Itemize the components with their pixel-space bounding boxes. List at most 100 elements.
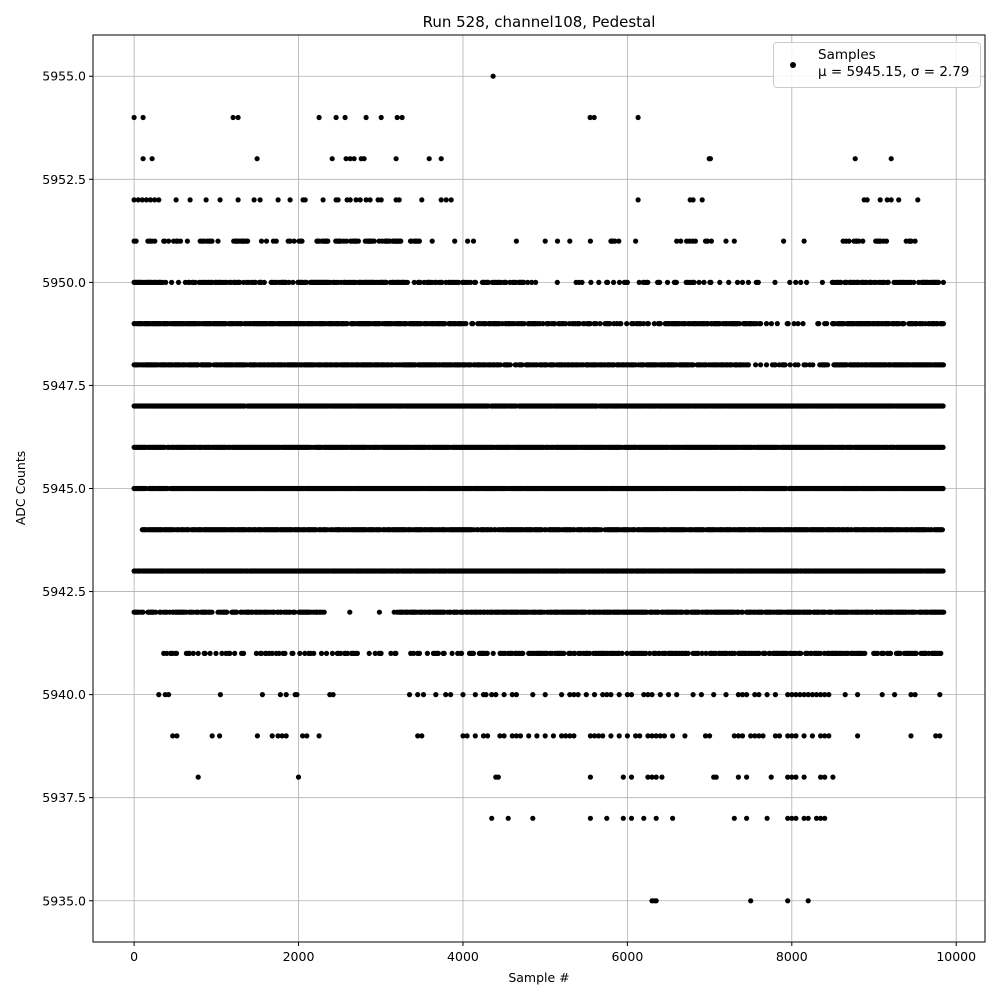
data-point bbox=[513, 238, 520, 244]
data-point bbox=[275, 197, 281, 203]
data-point bbox=[678, 238, 684, 244]
data-point bbox=[152, 197, 158, 203]
data-point bbox=[378, 197, 384, 203]
data-point bbox=[152, 238, 158, 244]
data-point bbox=[852, 156, 858, 162]
data-point bbox=[787, 362, 793, 368]
data-point bbox=[704, 238, 711, 244]
data-point bbox=[149, 156, 155, 162]
data-point bbox=[596, 279, 602, 285]
data-point bbox=[800, 321, 806, 327]
data-point bbox=[597, 321, 603, 327]
data-point bbox=[587, 321, 593, 327]
data-point bbox=[363, 114, 369, 121]
data-point bbox=[184, 238, 190, 244]
data-point bbox=[217, 197, 223, 203]
data-point bbox=[616, 279, 623, 285]
data-point bbox=[343, 156, 349, 162]
data-point bbox=[335, 197, 341, 203]
data-point bbox=[763, 321, 770, 327]
data-point bbox=[325, 238, 331, 244]
data-point bbox=[237, 279, 243, 285]
data-point bbox=[772, 362, 779, 368]
data-point bbox=[439, 279, 445, 285]
data-point bbox=[803, 362, 809, 368]
data-point bbox=[699, 197, 705, 203]
data-point bbox=[347, 197, 353, 203]
data-point bbox=[316, 114, 322, 121]
data-point bbox=[147, 197, 154, 203]
data-point bbox=[588, 279, 594, 285]
data-point bbox=[320, 197, 326, 203]
data-point bbox=[915, 197, 921, 203]
data-point bbox=[939, 527, 946, 533]
data-point bbox=[429, 238, 435, 244]
data-point bbox=[739, 279, 746, 285]
data-point bbox=[303, 279, 309, 285]
data-point bbox=[540, 321, 546, 327]
data-point bbox=[417, 279, 423, 285]
data-point bbox=[885, 279, 891, 285]
data-point bbox=[257, 197, 263, 203]
data-point bbox=[940, 279, 947, 285]
data-point bbox=[768, 321, 775, 327]
data-point bbox=[367, 197, 373, 203]
data-point bbox=[708, 238, 715, 244]
data-point bbox=[169, 279, 175, 285]
data-point bbox=[772, 279, 778, 285]
data-point bbox=[525, 279, 531, 285]
data-point bbox=[745, 362, 752, 368]
data-point bbox=[692, 238, 699, 244]
data-point bbox=[635, 197, 641, 203]
data-point bbox=[888, 156, 894, 162]
data-point bbox=[261, 279, 267, 285]
data-point bbox=[342, 114, 348, 121]
data-point bbox=[690, 362, 696, 368]
data-point bbox=[753, 362, 759, 368]
data-point bbox=[470, 238, 477, 244]
data-point bbox=[251, 197, 257, 203]
data-point bbox=[287, 238, 293, 244]
data-point bbox=[579, 279, 585, 285]
data-point bbox=[542, 238, 548, 244]
data-point bbox=[825, 362, 831, 368]
data-point bbox=[235, 197, 241, 203]
data-point bbox=[691, 279, 697, 285]
data-point bbox=[177, 238, 184, 244]
data-point bbox=[563, 321, 569, 327]
data-point bbox=[521, 321, 527, 327]
data-point bbox=[456, 279, 462, 285]
data-point bbox=[442, 321, 448, 327]
data-point bbox=[554, 279, 560, 285]
data-point bbox=[940, 321, 947, 327]
data-point bbox=[156, 197, 162, 203]
data-point bbox=[674, 238, 680, 244]
data-point bbox=[329, 156, 335, 162]
data-point bbox=[640, 321, 647, 327]
data-point bbox=[203, 197, 209, 203]
data-point bbox=[245, 238, 251, 244]
data-point bbox=[351, 156, 357, 162]
data-point bbox=[131, 114, 137, 121]
data-point bbox=[209, 238, 215, 244]
data-point bbox=[163, 279, 169, 285]
data-point bbox=[846, 238, 852, 244]
data-point bbox=[901, 321, 907, 327]
data-point bbox=[552, 321, 558, 327]
data-point bbox=[162, 238, 168, 244]
data-point bbox=[911, 279, 917, 285]
data-point bbox=[398, 238, 404, 244]
data-point bbox=[791, 321, 797, 327]
data-point bbox=[838, 279, 844, 285]
data-point bbox=[908, 238, 914, 244]
data-point bbox=[940, 362, 947, 368]
data-point bbox=[935, 279, 942, 285]
data-point bbox=[438, 156, 444, 162]
data-point bbox=[529, 279, 535, 285]
data-point bbox=[396, 197, 402, 203]
data-point bbox=[664, 279, 671, 285]
data-point bbox=[758, 321, 764, 327]
data-point bbox=[361, 156, 367, 162]
